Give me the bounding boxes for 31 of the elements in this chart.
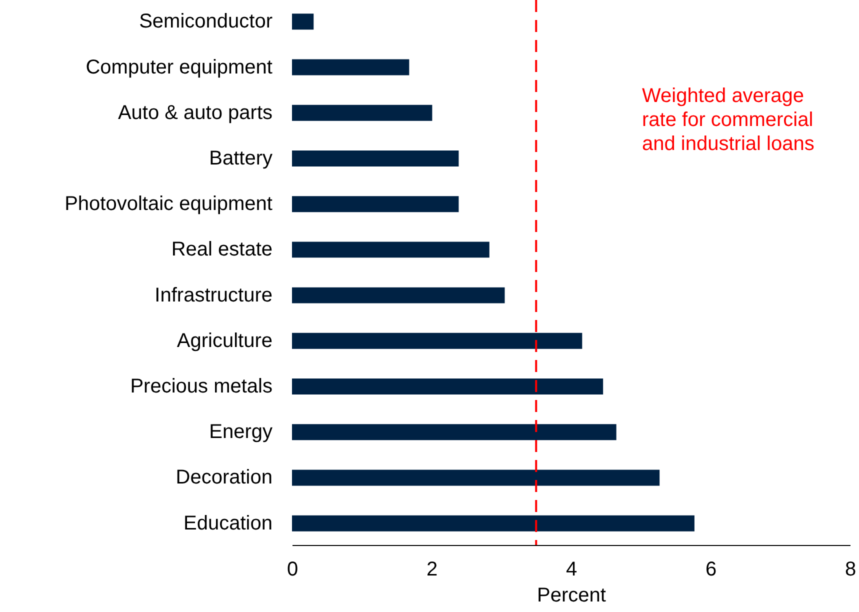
y-tick-label: Agriculture [176,330,272,352]
y-tick-label: Education [184,512,272,534]
bar [292,196,459,212]
bar [292,14,314,30]
bar [292,59,410,76]
y-tick-label: Photovoltaic equipment [64,193,273,216]
ref-line-label: Weighted average rate for commercial and industrial loans [642,85,814,155]
x-tick-label: 6 [705,558,717,580]
y-tick-label: Battery [209,147,272,170]
bar [292,470,660,486]
bar [292,150,459,166]
bar [292,287,505,304]
x-tick-label: 2 [426,558,438,580]
x-axis-title: Percent [537,584,606,606]
x-tick-label: 0 [286,558,298,580]
y-tick-label: Infrastructure [154,284,272,306]
y-tick-label: Auto & auto parts [118,102,272,124]
y-tick-label: Semiconductor [139,10,273,33]
y-tick-label: Energy [209,421,272,444]
bar [292,515,694,532]
bar [292,104,432,121]
bar [292,424,616,440]
x-tick-label: 8 [844,558,856,580]
bar [292,378,604,394]
y-tick-label: Real estate [171,238,272,261]
bar [292,242,490,258]
bar [292,332,582,349]
x-tick-label: 4 [566,558,578,580]
y-tick-label: Decoration [176,466,272,489]
y-tick-label: Precious metals [130,376,272,398]
y-tick-label: Computer equipment [86,56,273,78]
